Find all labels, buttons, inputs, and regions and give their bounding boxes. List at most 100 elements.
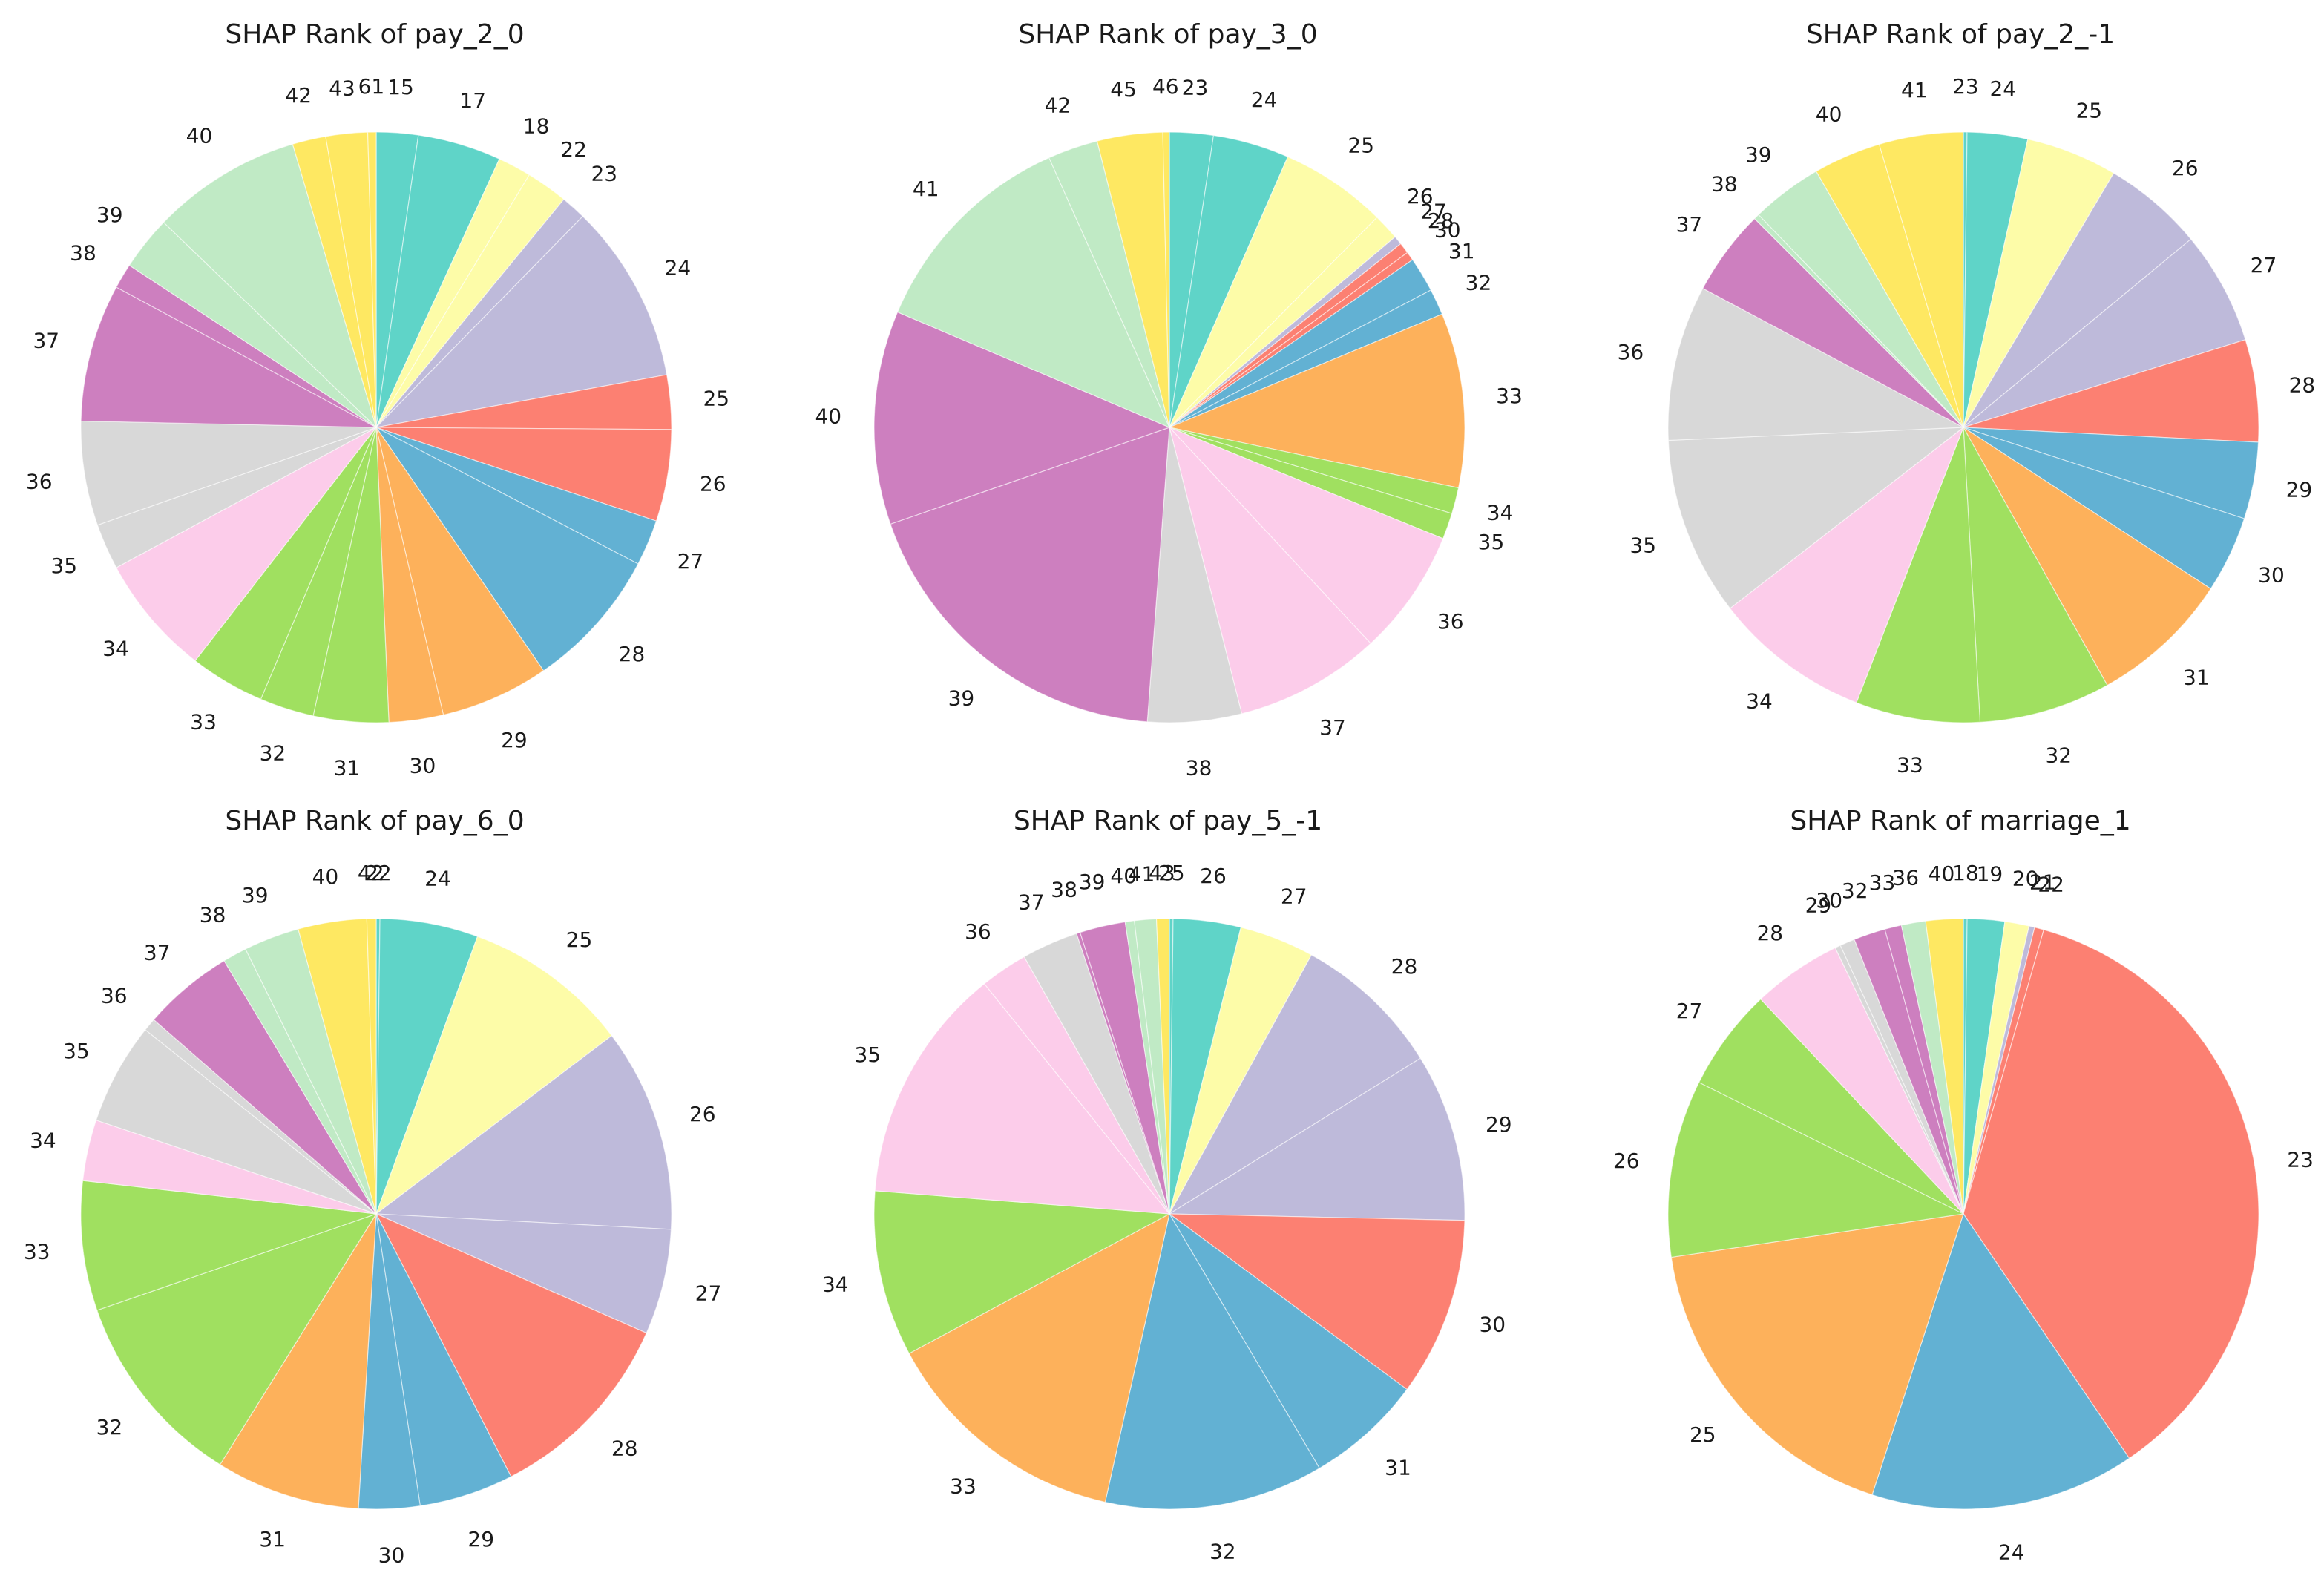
slice-label: 35 [1478, 530, 1505, 554]
pie-slice [1871, 1212, 2130, 1510]
pie-slice [1963, 427, 2108, 723]
chart-title: SHAP Rank of pay_5_-1 [1014, 806, 1322, 836]
slice-label: 32 [1465, 271, 1492, 295]
slice-label: 40 [312, 864, 339, 889]
slice-label: 27 [1420, 200, 1447, 224]
slice-label: 27 [1676, 999, 1703, 1023]
slice-label: 38 [1711, 172, 1738, 197]
slice-label: 34 [822, 1272, 849, 1297]
pie-chart-3: SHAP Rank of pay_2_-1 23 24 25 26 27 28 29 30 31… [1618, 19, 2316, 777]
slice-label: 30 [410, 754, 436, 778]
slice-label: 17 [459, 88, 486, 113]
slice-label: 24 [1989, 76, 2016, 101]
slice-label: 38 [1051, 877, 1077, 902]
slice-label: 30 [378, 1543, 405, 1568]
pie-slice [219, 1213, 377, 1509]
slice-label: 33 [1869, 870, 1896, 895]
pie-slice [1878, 131, 1964, 428]
slice-label: 31 [259, 1527, 286, 1551]
pie-slice [1670, 1213, 1964, 1496]
slice-label: 37 [33, 329, 59, 353]
slice-label: 29 [467, 1527, 494, 1551]
pie-slice [1169, 427, 1372, 715]
pie-chart-4: SHAP Rank of pay_6_0 22 24 25 26 27 28 29 30 31 3… [24, 806, 721, 1568]
slice-label: 42 [1045, 93, 1071, 117]
slice-label: 26 [1407, 184, 1434, 208]
chart-title: SHAP Rank of marriage_1 [1790, 806, 2130, 836]
slice-label: 30 [2258, 563, 2285, 588]
slice-label: 38 [1186, 755, 1212, 780]
slice-label: 25 [2075, 98, 2102, 122]
pie-slice [1169, 1213, 1408, 1469]
pie-slice [375, 1035, 672, 1230]
slice-label: 22 [560, 137, 587, 162]
slice-label: 26 [689, 1102, 716, 1126]
slice-label: 22 [365, 861, 392, 885]
pie-slice [80, 420, 377, 526]
slice-label: 28 [611, 1436, 638, 1461]
pie-slice [1155, 918, 1170, 1215]
slice-label: 61 [358, 74, 385, 99]
pie-slice [1667, 427, 1965, 609]
pie-slice [1963, 172, 2192, 428]
slice-label: 25 [1348, 133, 1374, 157]
pie-slice [1169, 156, 1378, 428]
slice-label: 31 [2183, 665, 2210, 689]
slice-label: 33 [1897, 752, 1923, 777]
pie-slice [1168, 1213, 1465, 1390]
slice-label: 39 [242, 883, 269, 907]
slice-label: 42 [358, 861, 384, 885]
slice-label: 26 [1613, 1149, 1640, 1173]
slice-label: 15 [387, 75, 414, 99]
slice-label: 36 [1437, 609, 1464, 634]
slice-label: 37 [144, 940, 171, 965]
pie-slice [375, 1213, 672, 1334]
slice-label: 23 [1952, 74, 1979, 99]
slice-label: 32 [1842, 879, 1868, 903]
slice-label: 27 [2251, 253, 2277, 278]
slice-label: 40 [186, 124, 213, 148]
pie-slice [375, 918, 479, 1215]
pie-slice [375, 427, 545, 716]
pie-slice [1963, 929, 2259, 1459]
pie-slice [1667, 287, 1966, 441]
slice-label: 38 [200, 902, 226, 927]
pie-slice [1698, 998, 1964, 1215]
pie-slice [366, 918, 377, 1215]
slice-label: 39 [96, 203, 123, 227]
slice-label: 40 [1929, 861, 1955, 886]
slice-label: 33 [950, 1474, 976, 1499]
chart-title: SHAP Rank of pay_6_0 [225, 806, 524, 836]
slice-label: 41 [1901, 78, 1928, 102]
slice-label: 35 [854, 1042, 881, 1067]
slice-label: 25 [703, 387, 729, 411]
pie-slice [163, 143, 378, 430]
slice-label: 23 [1182, 75, 1209, 99]
slice-label: 24 [1251, 88, 1278, 112]
slice-label: 33 [24, 1239, 50, 1264]
pie-slice [1162, 131, 1170, 428]
slice-label: 26 [1200, 864, 1227, 888]
slice-label: 24 [424, 867, 451, 891]
slice-label: 22 [2038, 872, 2064, 896]
slice-label: 43 [329, 76, 355, 100]
slice-label: 33 [1496, 384, 1523, 408]
slice-label: 34 [30, 1129, 56, 1153]
chart-title: SHAP Rank of pay_2_-1 [1806, 19, 2115, 50]
slice-label: 34 [1746, 689, 1773, 714]
pie-slice [1667, 1081, 1965, 1258]
slice-label: 27 [1281, 884, 1307, 909]
slice-label: 31 [1448, 239, 1475, 263]
slice-label: 23 [591, 162, 617, 186]
chart-title: SHAP Rank of pay_3_0 [1018, 19, 1317, 50]
slice-label: 36 [1618, 340, 1644, 364]
slice-label: 27 [677, 549, 704, 574]
pie-slice [1729, 426, 1965, 703]
pie-slice [874, 982, 1171, 1215]
slice-label: 27 [695, 1281, 722, 1306]
slice-label: 21 [2029, 870, 2056, 895]
slice-label: 28 [1756, 921, 1783, 945]
pie-slice [1925, 918, 1964, 1215]
